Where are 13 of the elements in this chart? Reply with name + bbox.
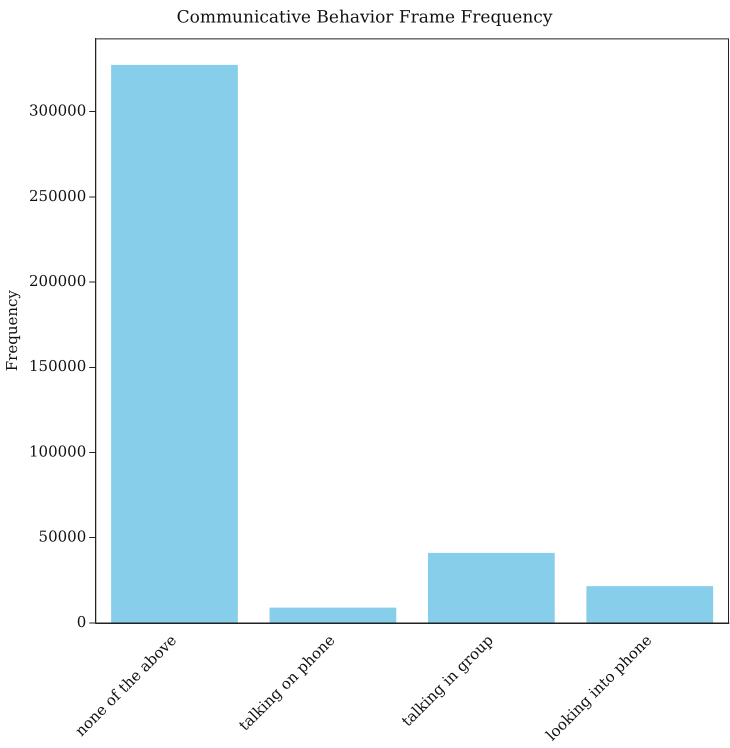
y-tick-label: 300000	[28, 102, 86, 120]
chart-title: Communicative Behavior Frame Frequency	[176, 8, 553, 28]
y-tick-label: 250000	[28, 186, 86, 205]
bar	[111, 64, 238, 622]
y-tick-label: 150000	[28, 357, 86, 376]
y-tick-label: 50000	[38, 528, 86, 546]
y-tick-label: 0	[76, 612, 86, 631]
y-tick-label: 200000	[28, 272, 86, 290]
bar	[428, 552, 555, 622]
y-axis-title: Frequency	[2, 290, 21, 372]
bar	[270, 608, 396, 622]
y-tick-label: 100000	[28, 442, 86, 460]
bar	[586, 586, 714, 622]
